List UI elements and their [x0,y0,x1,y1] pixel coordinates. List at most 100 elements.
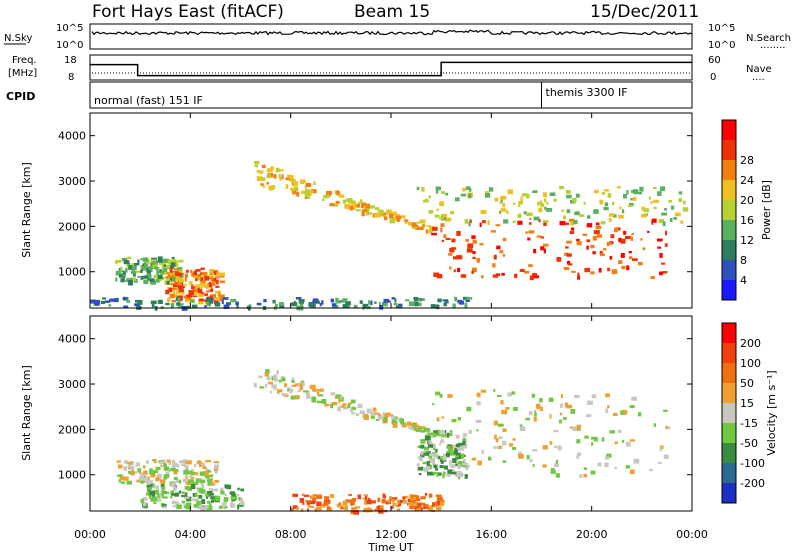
echo-cell [196,500,202,506]
echo-cell [190,299,195,303]
echo-cell [262,185,265,188]
echo-cell [466,248,473,253]
echo-cell [193,498,199,502]
echo-cell [336,503,342,508]
colorbar-swatch [722,120,736,140]
echo-cell [492,263,496,268]
echo-cell [299,383,303,388]
echo-cell [152,496,157,502]
echo-cell [526,212,531,216]
nave-tick-top: 60 [708,55,721,66]
echo-cell [430,304,436,308]
echo-cell [525,417,531,421]
echo-cell [159,461,163,465]
echo-cell [539,406,543,411]
echo-cell [310,495,317,498]
echo-cell [155,279,160,283]
echo-cell [549,192,556,196]
echo-cell [661,262,666,265]
echo-cell [329,203,335,207]
echo-cell [297,389,302,392]
echo-cell [372,500,376,504]
echo-cell [147,488,150,491]
echo-cell [573,394,580,398]
echo-cell [451,418,457,423]
echo-cell [553,198,557,202]
echo-cell [410,496,415,502]
echo-cell [456,447,461,451]
echo-cell [230,496,235,500]
echo-cell [494,434,497,440]
echo-cell [425,229,429,234]
echo-cell [281,377,286,382]
echo-cell [316,391,320,396]
echo-cell [599,250,603,255]
echo-cell [172,290,176,295]
echo-cell [502,460,507,463]
echo-cell [374,412,380,415]
echo-cell [528,264,533,268]
noise-left-tick-bottom: 10^0 [56,40,83,51]
echo-cell [442,299,449,302]
echo-cell [610,234,615,239]
echo-cell [372,213,375,218]
echo-cell [586,414,592,418]
echo-cell [178,278,184,283]
echo-cell [168,287,172,292]
echo-cell [653,423,656,427]
echo-cell [316,494,323,499]
echo-cell [602,248,607,251]
echo-cell [198,489,204,494]
echo-cell [494,197,499,202]
echo-cell [536,235,542,238]
echo-cell [464,219,468,224]
echo-cell [303,390,309,393]
echo-cell [185,505,191,510]
echo-cell [149,490,155,496]
echo-cell [170,282,177,286]
echo-cell [142,465,146,469]
echo-cell [449,460,452,466]
echo-cell [178,490,182,494]
freq-panel: Freq. [MHz] 18 8 60 0 Nave .... [8,54,772,83]
echo-cell [538,218,541,223]
echo-cell [674,212,681,217]
echo-cell [631,232,634,235]
echo-cell [169,267,173,273]
echo-cell [388,300,391,303]
echo-cell [348,402,352,406]
echo-cell [457,417,461,421]
echo-cell [383,417,388,422]
echo-cell [195,478,200,483]
echo-cell [652,187,657,189]
echo-cell [90,299,96,304]
echo-cell [450,464,456,468]
echo-cell [170,265,175,269]
colorbar-swatch [722,180,736,200]
echo-cell [296,192,300,197]
echo-cell [678,191,683,195]
echo-cell [495,224,501,227]
echo-cell [259,170,264,174]
echo-cell [496,245,501,250]
echo-cell [620,238,626,244]
echo-cell [200,267,205,270]
echo-cell [198,495,203,499]
echo-cell [275,167,280,173]
echo-cell [340,394,343,400]
echo-cell [432,226,438,231]
echo-cell [372,407,377,412]
echo-cell [159,479,166,484]
velocity-y-ticks: 1000 2000 3000 4000 [58,333,692,482]
echo-cell [391,297,395,300]
echo-cell [368,508,373,513]
echo-cell [323,501,329,506]
echo-cell [396,215,401,220]
echo-cell [465,464,470,468]
echo-cell [481,449,484,454]
echo-cell [155,485,159,490]
echo-cell [210,278,214,281]
colorbar-tick-label: -50 [740,437,758,450]
echo-cell [338,502,341,505]
echo-cell [150,280,153,284]
